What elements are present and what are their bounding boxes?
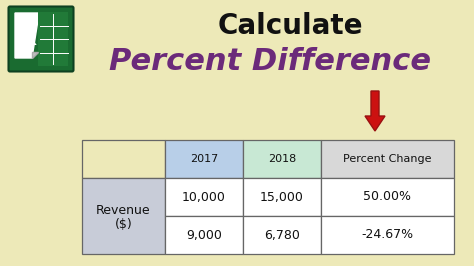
Bar [321, 178, 454, 216]
Text: 15,000: 15,000 [260, 190, 304, 203]
Bar [82, 140, 165, 178]
Text: 9,000: 9,000 [186, 228, 222, 242]
Bar [82, 178, 165, 254]
Bar [321, 140, 454, 178]
Text: -24.67%: -24.67% [362, 228, 413, 242]
Bar [243, 216, 321, 254]
Polygon shape [32, 52, 38, 58]
Text: Percent Change: Percent Change [343, 154, 432, 164]
Text: Calculate: Calculate [217, 12, 363, 40]
Bar [243, 178, 321, 216]
Text: 10,000: 10,000 [182, 190, 226, 203]
Text: ($): ($) [115, 218, 132, 231]
FancyArrow shape [365, 91, 385, 131]
Bar [243, 140, 321, 178]
Bar [165, 140, 243, 178]
Text: 50.00%: 50.00% [364, 190, 411, 203]
Text: Percent Difference: Percent Difference [109, 47, 431, 76]
Text: Revenue: Revenue [96, 203, 151, 217]
FancyBboxPatch shape [9, 6, 73, 72]
Text: 2018: 2018 [268, 154, 296, 164]
Text: 2017: 2017 [190, 154, 218, 164]
Text: X: X [19, 29, 36, 49]
Bar [165, 178, 243, 216]
Bar [38, 12, 68, 66]
Text: 6,780: 6,780 [264, 228, 300, 242]
Polygon shape [15, 13, 38, 58]
Bar [165, 216, 243, 254]
Bar [321, 216, 454, 254]
